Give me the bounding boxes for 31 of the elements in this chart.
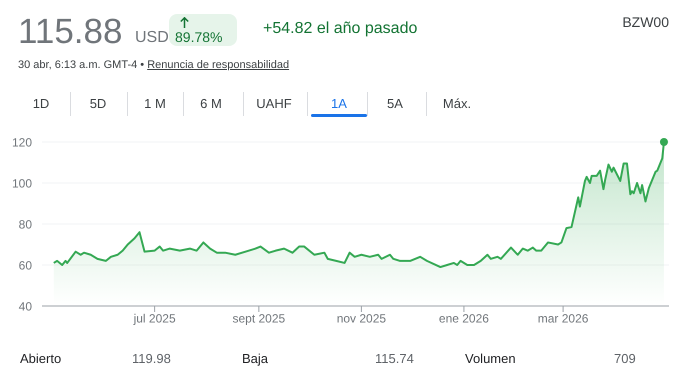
text: 709 (614, 351, 636, 366)
text: 1D (32, 96, 50, 111)
text: Máx. (442, 96, 472, 111)
y-tick-label: 40 (18, 299, 32, 314)
text: Abierto (20, 351, 62, 366)
text: 115.74 (375, 351, 414, 366)
x-tick-label: mar 2026 (538, 312, 589, 326)
y-tick-label: 80 (18, 217, 32, 232)
chart-subtitle: +54.82 el año pasado (263, 20, 418, 38)
y-tick-label: 60 (18, 258, 32, 272)
text: Baja (242, 351, 268, 366)
x-tick-label: sept 2025 (232, 312, 286, 326)
x-tick-label: ene 2026 (438, 312, 490, 326)
text: 119.98 (132, 351, 171, 366)
text: USD (135, 29, 169, 47)
x-tick-label: jul 2025 (132, 312, 176, 326)
text: 5A (386, 96, 404, 111)
text: 30 abr, 6:13 a.m. GMT-4 • (18, 59, 144, 71)
text: BZW00 (622, 14, 669, 30)
text: UAHF (255, 96, 293, 111)
chart-title: 115.88 (18, 12, 122, 52)
text: 1A (330, 96, 348, 111)
x-tick-label: nov 2025 (336, 312, 386, 326)
y-tick-label: 100 (12, 176, 32, 190)
text: 1 M (143, 96, 167, 111)
text: 5D (88, 96, 108, 111)
text: 6 M (199, 96, 223, 111)
text: Volumen (465, 351, 516, 366)
y-tick-label: 120 (12, 135, 32, 150)
text: 89.78% (175, 29, 222, 45)
text: Renuncia de responsabilidad (147, 59, 290, 71)
